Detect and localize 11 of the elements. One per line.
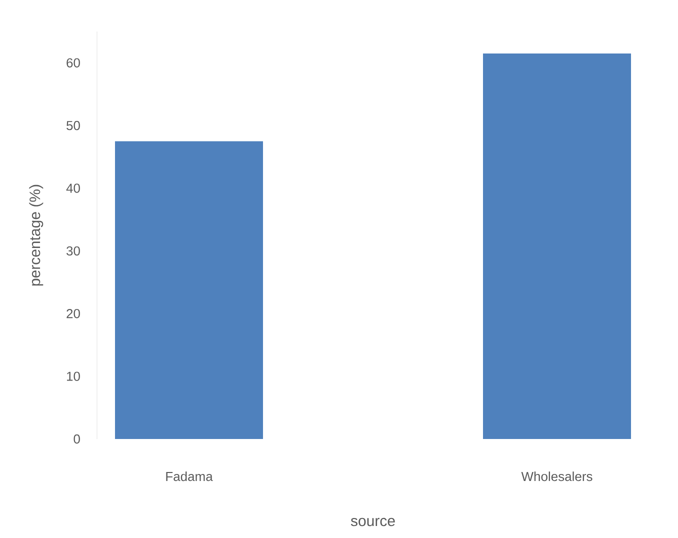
y-tick-label: 50	[66, 120, 80, 130]
y-tick-label: 10	[66, 372, 80, 381]
y-axis-title: percentage (%)	[29, 184, 44, 286]
x-tick-label: Fadama	[166, 472, 213, 482]
x-axis-title: source	[350, 518, 395, 526]
y-tick-label: 40	[66, 184, 80, 193]
y-tick-label: 30	[66, 246, 80, 256]
x-tick-label: Wholesalers	[521, 472, 592, 482]
y-tick-label: 0	[74, 434, 80, 444]
y-tick-label: 20	[66, 309, 80, 318]
y-tick-label: 60	[66, 58, 80, 68]
